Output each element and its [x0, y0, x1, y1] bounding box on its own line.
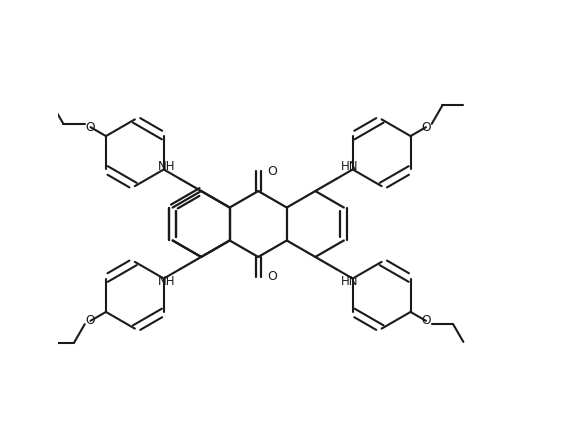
Text: O: O	[421, 314, 431, 327]
Text: O: O	[86, 314, 95, 327]
Text: O: O	[421, 121, 431, 134]
Text: NH: NH	[158, 275, 176, 288]
Text: HN: HN	[341, 275, 358, 288]
Text: O: O	[86, 121, 95, 134]
Text: NH: NH	[158, 160, 176, 173]
Text: O: O	[267, 164, 277, 177]
Text: HN: HN	[341, 160, 358, 173]
Text: O: O	[267, 271, 277, 284]
